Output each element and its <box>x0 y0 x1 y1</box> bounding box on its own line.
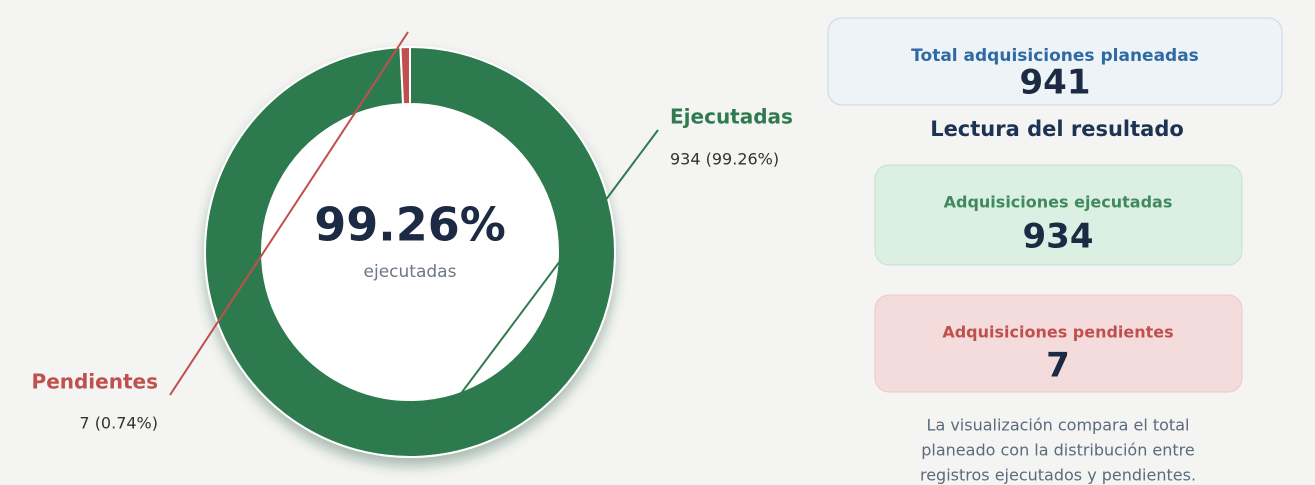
card-title: Adquisiciones ejecutadas <box>944 193 1173 212</box>
card-value: 7 <box>1046 346 1070 386</box>
center-label: 99.26% <box>314 198 506 252</box>
leader-line <box>414 129 659 456</box>
leader-line <box>169 31 409 396</box>
description-line: La visualización compara el total <box>927 416 1190 435</box>
total-card <box>827 17 1283 106</box>
donut-hole <box>262 104 558 400</box>
card-title: Total adquisiciones planeadas <box>911 46 1199 66</box>
pending-card <box>874 294 1243 393</box>
card-value: 934 <box>1023 217 1094 257</box>
card-value: 941 <box>1020 63 1091 103</box>
slice-name: Ejecutadas <box>670 105 793 129</box>
donut-slice <box>399 45 411 106</box>
executed-card <box>874 164 1243 266</box>
card-title: Adquisiciones pendientes <box>942 323 1173 342</box>
description-line: planeado con la distribución entre <box>921 441 1195 460</box>
description-line: registros ejecutados y pendientes. <box>920 466 1196 485</box>
slice-label: 7 (0.74%) <box>79 414 158 433</box>
slice-label: 934 (99.26%) <box>670 150 779 169</box>
section-heading: Lectura del resultado <box>930 117 1184 141</box>
slice-name: Pendientes <box>32 370 158 394</box>
description: La visualización compara el total planead… <box>920 416 1196 485</box>
center-sublabel: ejecutadas <box>364 262 457 282</box>
